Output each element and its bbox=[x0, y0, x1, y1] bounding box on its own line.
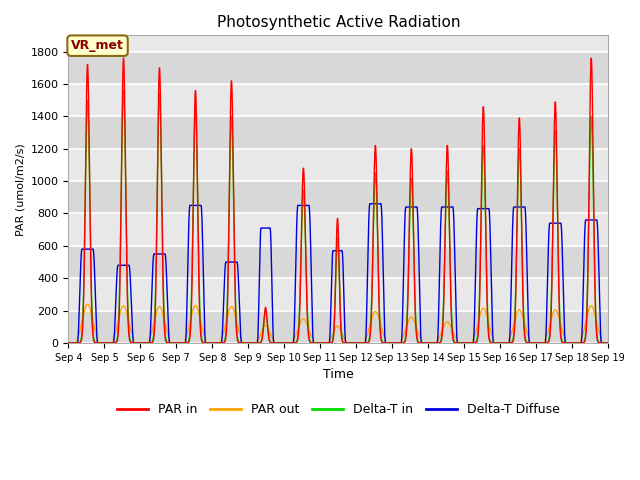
PAR in bbox=[604, 340, 612, 346]
X-axis label: Time: Time bbox=[323, 368, 354, 381]
Title: Photosynthetic Active Radiation: Photosynthetic Active Radiation bbox=[216, 15, 460, 30]
Bar bbox=[68, 311, 608, 343]
Delta-T Diffuse bbox=[604, 340, 612, 346]
Delta-T Diffuse bbox=[215, 340, 223, 346]
Line: Delta-T Diffuse: Delta-T Diffuse bbox=[68, 204, 608, 343]
PAR out bbox=[84, 301, 92, 307]
Bar bbox=[68, 51, 608, 84]
Delta-T in bbox=[391, 340, 399, 346]
PAR out bbox=[604, 340, 611, 346]
Delta-T Diffuse bbox=[401, 240, 408, 245]
Bar bbox=[68, 246, 608, 278]
Line: Delta-T in: Delta-T in bbox=[68, 91, 608, 343]
Bar bbox=[68, 149, 608, 181]
Bar bbox=[68, 214, 608, 246]
Delta-T Diffuse bbox=[366, 201, 374, 206]
PAR out bbox=[180, 340, 188, 346]
PAR in bbox=[604, 340, 611, 346]
Delta-T Diffuse bbox=[180, 340, 188, 346]
Delta-T in bbox=[604, 340, 611, 346]
Delta-T Diffuse bbox=[65, 340, 72, 346]
Text: VR_met: VR_met bbox=[71, 39, 124, 52]
PAR out bbox=[65, 340, 72, 346]
PAR out bbox=[553, 309, 561, 314]
Bar bbox=[68, 278, 608, 311]
Delta-T in bbox=[180, 340, 188, 346]
PAR out bbox=[391, 340, 399, 346]
PAR out bbox=[604, 340, 612, 346]
Y-axis label: PAR (umol/m2/s): PAR (umol/m2/s) bbox=[15, 143, 25, 236]
Delta-T in bbox=[65, 340, 72, 346]
PAR in bbox=[120, 55, 127, 61]
Delta-T Diffuse bbox=[391, 340, 399, 346]
PAR in bbox=[216, 340, 223, 346]
PAR out bbox=[401, 331, 408, 336]
PAR out bbox=[216, 340, 223, 346]
Delta-T in bbox=[216, 340, 223, 346]
Delta-T in bbox=[553, 174, 561, 180]
PAR in bbox=[553, 162, 561, 168]
PAR in bbox=[391, 340, 399, 346]
PAR in bbox=[65, 340, 72, 346]
Delta-T Diffuse bbox=[553, 220, 561, 226]
Bar bbox=[68, 116, 608, 149]
Bar bbox=[68, 181, 608, 214]
PAR in bbox=[180, 340, 188, 346]
PAR in bbox=[401, 340, 408, 346]
Delta-T in bbox=[120, 88, 127, 94]
Line: PAR out: PAR out bbox=[68, 304, 608, 343]
Delta-T in bbox=[604, 340, 612, 346]
Delta-T in bbox=[401, 339, 408, 345]
Line: PAR in: PAR in bbox=[68, 58, 608, 343]
Bar bbox=[68, 84, 608, 116]
Delta-T Diffuse bbox=[604, 340, 611, 346]
Legend: PAR in, PAR out, Delta-T in, Delta-T Diffuse: PAR in, PAR out, Delta-T in, Delta-T Dif… bbox=[112, 398, 565, 421]
